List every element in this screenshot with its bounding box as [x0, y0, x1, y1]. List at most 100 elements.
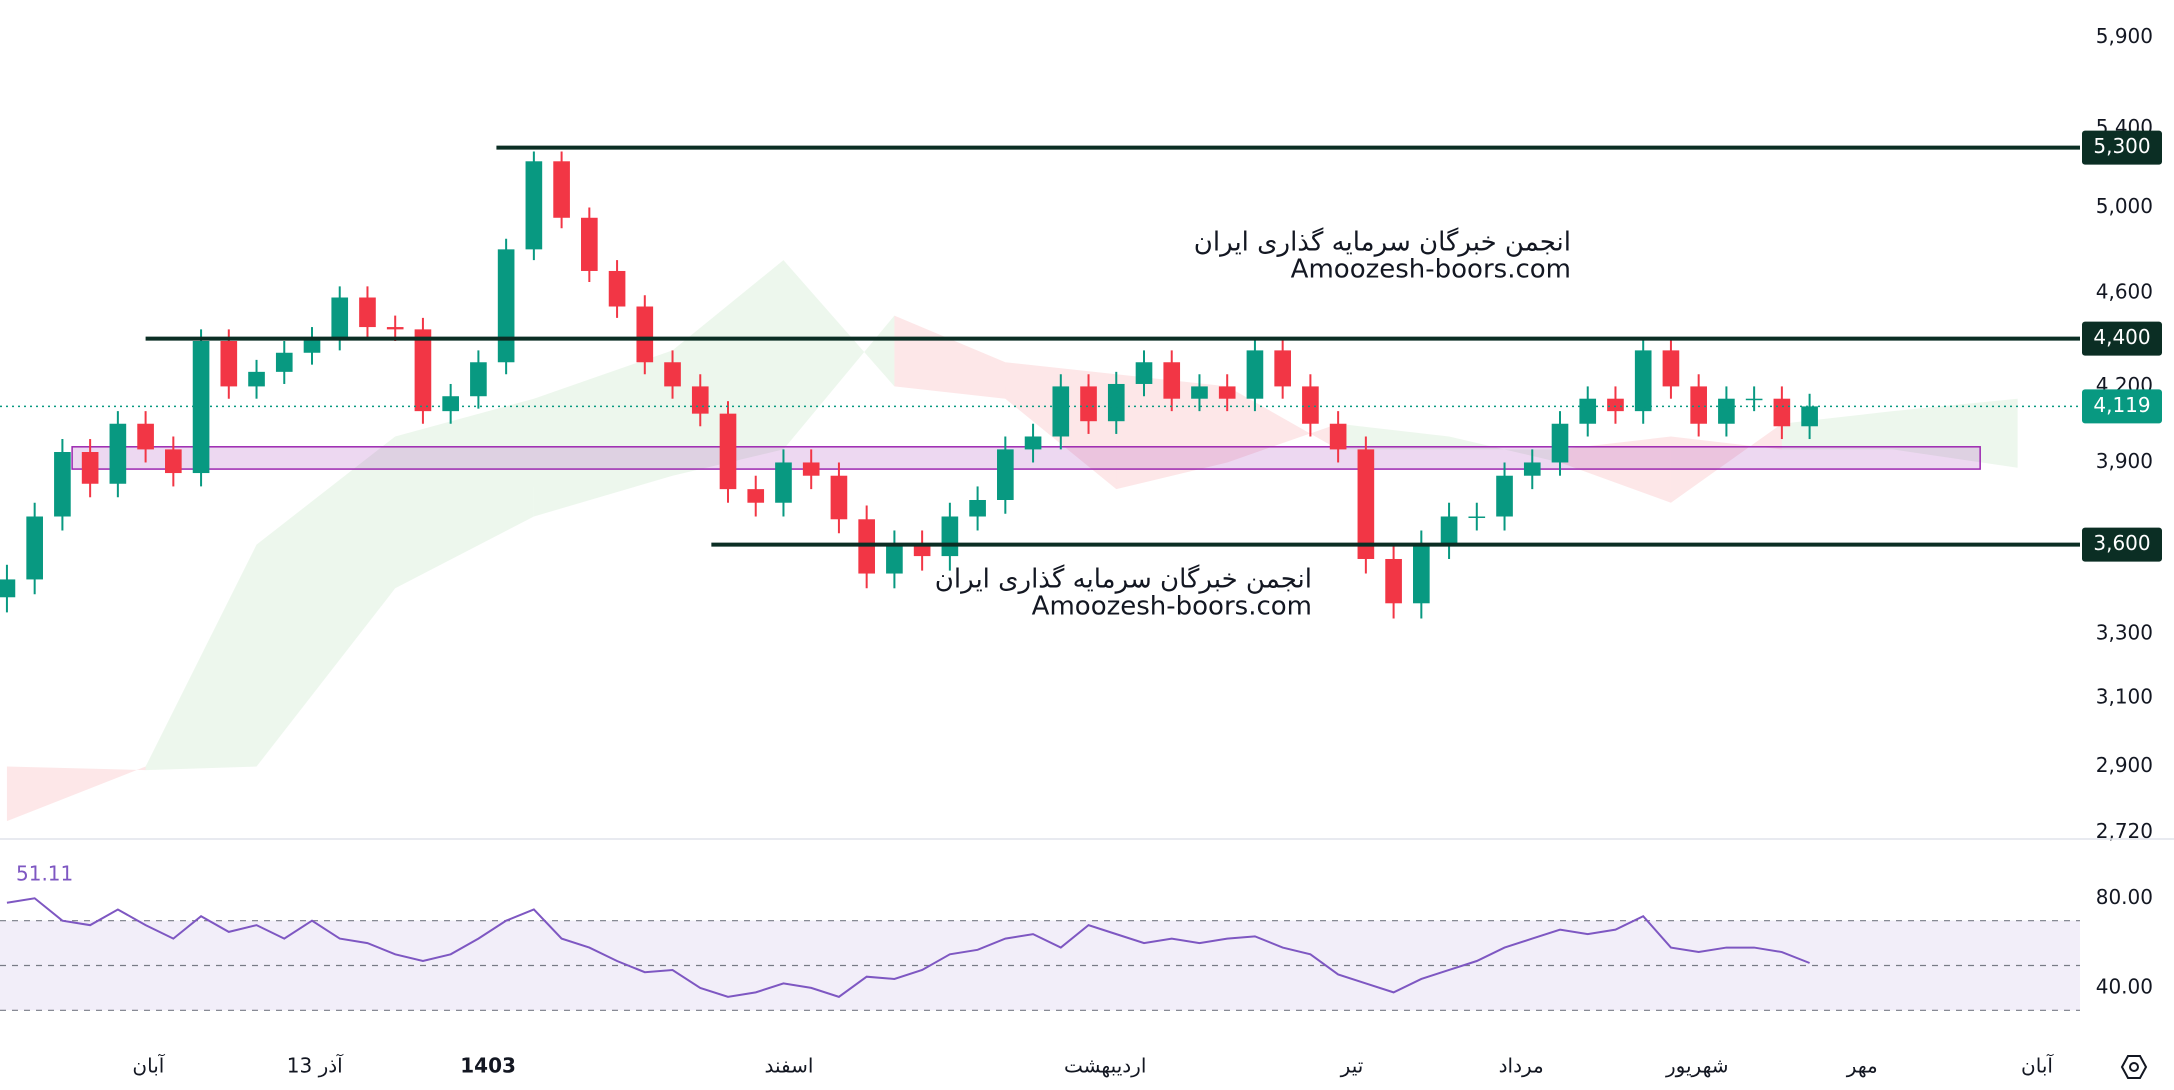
candle-body — [719, 413, 737, 490]
candle-body — [1218, 386, 1236, 399]
candle-body — [1579, 398, 1597, 424]
candle-body — [331, 297, 349, 339]
candle-body — [553, 161, 570, 218]
candle-body — [802, 462, 820, 476]
candle-body — [664, 362, 681, 387]
cloud-segment — [6, 766, 146, 822]
y-tick-label: 3,100 — [2096, 685, 2153, 709]
last-price-box — [2082, 389, 2162, 424]
candle-body — [303, 338, 321, 353]
level-label-box — [2082, 527, 2162, 562]
x-tick-label: آبان — [132, 1053, 165, 1078]
candle-body — [1607, 398, 1624, 412]
cloud-segment — [894, 315, 1006, 399]
level-label: 3,600 — [2093, 531, 2150, 555]
cloud-segment — [145, 544, 257, 771]
axes: 5,9005,4005,0004,6004,2003,9003,3003,100… — [132, 24, 2162, 1078]
candle-body — [1385, 558, 1402, 604]
candle-body — [248, 371, 265, 387]
y-tick-label: 2,900 — [2096, 753, 2153, 777]
candle-body — [1246, 350, 1264, 399]
level-label-box — [2082, 321, 2162, 356]
candle-body — [1773, 398, 1791, 427]
y-tick-label: 3,900 — [2096, 449, 2153, 473]
candle-body — [1080, 386, 1097, 422]
candle-body — [1135, 362, 1153, 384]
candle-body — [913, 544, 931, 557]
cloud-segment — [1449, 436, 1560, 463]
candle-body — [165, 449, 182, 474]
level-label: 4,400 — [2093, 325, 2150, 349]
rsi-tick-label: 80.00 — [2096, 885, 2153, 909]
candle-body — [359, 297, 376, 328]
cloud-segment — [1670, 423, 1782, 503]
candle-body — [1357, 449, 1375, 559]
rsi-line — [6, 897, 1810, 998]
rsi-pane — [0, 897, 2080, 1011]
candle-body — [1024, 436, 1042, 450]
candle-body — [137, 423, 154, 450]
candle-body — [109, 423, 127, 484]
candle-body — [497, 249, 515, 363]
candle-body — [1302, 386, 1319, 424]
y-tick-label: 5,900 — [2096, 24, 2153, 48]
candle-body — [414, 329, 432, 412]
candle-body — [969, 499, 986, 517]
rsi-legend-value: 51.11 — [16, 862, 73, 886]
candle-body — [1468, 516, 1486, 519]
candle-body — [1523, 462, 1541, 476]
cloud-segment — [533, 350, 673, 517]
watermark: Amoozesh-boors.com — [1291, 255, 1571, 285]
candle-body — [0, 579, 16, 598]
candle-body — [581, 217, 598, 271]
candle-body — [26, 516, 43, 580]
candle-body — [1329, 423, 1347, 450]
candle-body — [525, 161, 543, 250]
level-label: 5,300 — [2093, 134, 2150, 158]
last-price-label: 4,119 — [2093, 393, 2150, 417]
settings-button[interactable] — [2120, 1055, 2148, 1079]
candle-body — [386, 327, 404, 330]
x-tick-label: مهر — [1846, 1054, 1878, 1078]
candle-body — [886, 544, 903, 574]
candle-body — [1107, 383, 1125, 422]
candle-body — [1690, 386, 1707, 424]
candle-body — [1718, 398, 1735, 424]
x-tick-label: 13 آذر — [287, 1053, 344, 1078]
cloud-segment — [783, 260, 895, 450]
x-tick-label: تیر — [1340, 1054, 1364, 1078]
candle-body — [1801, 406, 1818, 427]
y-tick-label: 3,300 — [2096, 620, 2153, 644]
x-tick-label: اردیبهشت — [1064, 1054, 1146, 1078]
watermark: انجمن خبرگان سرمایه گذاری ایران — [1194, 227, 1571, 258]
cloud-segment — [256, 436, 396, 767]
x-tick-label: 1403 — [460, 1054, 516, 1078]
candle-body — [470, 362, 487, 397]
candle-body — [1274, 350, 1291, 387]
x-tick-label: مرداد — [1499, 1054, 1544, 1078]
x-tick-label: اسفند — [765, 1054, 814, 1078]
candle-body — [1163, 362, 1181, 399]
settings-icon-core[interactable] — [2129, 1062, 2139, 1072]
candle-body — [1551, 423, 1569, 463]
candle-body — [54, 451, 71, 517]
candle-body — [275, 352, 293, 372]
candle-body — [220, 340, 238, 387]
watermark: انجمن خبرگان سرمایه گذاری ایران — [935, 564, 1312, 595]
candle-body — [691, 386, 709, 414]
candle-body — [1052, 386, 1070, 437]
y-tick-label: 4,600 — [2096, 280, 2153, 304]
support-zone — [71, 446, 1981, 470]
candle-body — [997, 449, 1014, 500]
candle-body — [442, 396, 459, 412]
candle-body — [747, 489, 765, 503]
x-tick-label: شهریور — [1665, 1054, 1729, 1078]
settings-icon[interactable] — [2120, 1055, 2148, 1079]
candle-body — [608, 270, 626, 307]
candle-body — [830, 475, 848, 520]
y-tick-label: 5,000 — [2096, 194, 2153, 218]
candle-body — [81, 451, 99, 484]
watermark: Amoozesh-boors.com — [1032, 592, 1312, 622]
